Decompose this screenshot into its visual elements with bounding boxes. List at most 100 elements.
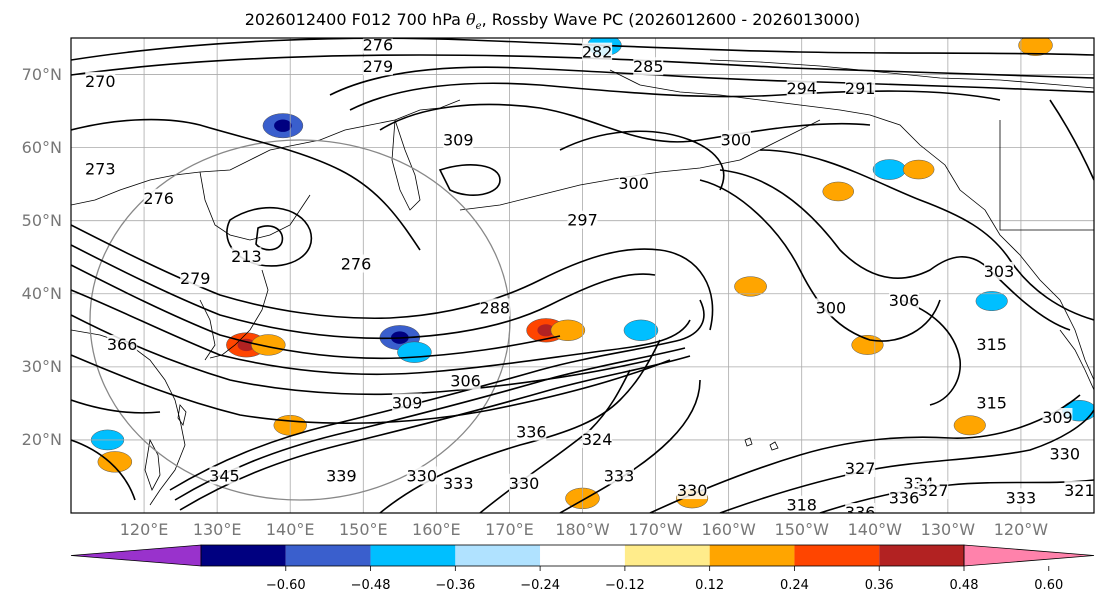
colorbar-tick-label: −0.24 xyxy=(520,578,561,593)
colorbar-min-extend xyxy=(70,544,202,567)
contour-line xyxy=(71,314,651,396)
contour-label: 306 xyxy=(450,371,481,390)
contour-label-bg xyxy=(918,481,949,500)
positive-anomaly xyxy=(953,415,986,436)
contour-label-bg xyxy=(392,393,423,412)
contour-label-bg xyxy=(443,130,474,149)
contour-label-bg xyxy=(326,466,357,485)
map-frame xyxy=(70,37,1095,514)
contour-label: 327 xyxy=(918,481,949,500)
lon-label: 150°W xyxy=(774,520,829,539)
colorbar-bin xyxy=(794,545,880,566)
map-panel: 276 282 279 285 294 291 270 300 309 300 273 276 297 2… xyxy=(70,37,1095,514)
colorbar-tick-label: 0.36 xyxy=(864,578,894,593)
alaska-peninsula xyxy=(739,119,821,161)
contour-label-bg xyxy=(976,393,1007,412)
contour-label: 270 xyxy=(85,72,116,91)
colorbar xyxy=(70,544,1095,571)
positive-anomaly xyxy=(1018,38,1053,56)
contour-line xyxy=(71,399,161,414)
positive-anomaly xyxy=(902,159,935,180)
theta-symbol: θ xyxy=(466,10,476,29)
lon-label: 120°E xyxy=(119,520,169,539)
contour-label: 282 xyxy=(582,43,613,62)
contour-label-bg xyxy=(85,71,116,90)
contour-line xyxy=(71,118,421,251)
contour-label: 279 xyxy=(363,57,394,76)
arctic-coast xyxy=(709,59,1094,89)
contour-label-bg xyxy=(976,334,1007,353)
philippines-outline xyxy=(144,438,161,491)
lon-label: 180°W xyxy=(555,520,610,539)
contour-line xyxy=(819,479,1094,513)
contour-label-bg xyxy=(1049,444,1080,463)
contour-label-bg xyxy=(604,466,635,485)
lat-label: 60°N xyxy=(21,137,62,157)
contour-line xyxy=(329,66,1094,96)
contour-label-bg xyxy=(479,298,510,317)
colorbar-bin xyxy=(455,545,541,566)
contour-label: 336 xyxy=(516,423,547,442)
contour-label: 333 xyxy=(1006,488,1037,507)
contour-line xyxy=(71,354,671,425)
aleutian-chain xyxy=(459,159,741,211)
contour-label-bg xyxy=(231,247,262,266)
colorbar-tick-label: −0.60 xyxy=(265,578,306,593)
baja-coast xyxy=(1059,329,1094,391)
contour-label: 345 xyxy=(209,466,240,485)
contour-line xyxy=(71,264,561,360)
contour-line xyxy=(71,244,656,340)
contour-line xyxy=(71,38,1094,61)
contour-label-bg xyxy=(786,79,817,98)
contour-label: 276 xyxy=(143,189,174,208)
contour-label: 333 xyxy=(604,466,635,485)
contour-label-bg xyxy=(845,79,876,98)
contour-label: 321 xyxy=(1064,481,1095,500)
contour-label: 333 xyxy=(443,474,474,493)
contour-label: 279 xyxy=(180,269,211,288)
contour-label: 285 xyxy=(633,57,664,76)
positive-anomaly xyxy=(97,451,133,473)
colorbar-tick-label: 0.24 xyxy=(779,578,809,593)
lon-label: 140°E xyxy=(265,520,315,539)
contour-label: 339 xyxy=(326,466,357,485)
contour-label: 315 xyxy=(976,335,1007,354)
positive-anomaly xyxy=(251,334,286,356)
lat-label: 50°N xyxy=(21,210,62,230)
contour-label-bg xyxy=(677,481,708,500)
jet-contour xyxy=(179,355,691,511)
lon-label: 160°E xyxy=(412,520,461,539)
contour-label: 324 xyxy=(582,430,613,449)
contour-line xyxy=(719,169,1071,331)
kamchatka-coastline xyxy=(391,119,421,211)
anomaly-core xyxy=(537,324,555,337)
contour-label: 291 xyxy=(845,79,876,98)
taiwan-outline xyxy=(177,404,187,426)
contour-label-bg xyxy=(516,422,547,441)
contour-label-bg xyxy=(107,334,138,353)
map-title: 2026012400 F012 700 hPa θe, Rossby Wave … xyxy=(0,10,1105,32)
colorbar-tick-label: −0.48 xyxy=(350,578,391,593)
contour-line xyxy=(649,394,1081,513)
contour-label-bg xyxy=(1042,408,1073,426)
contour-line xyxy=(719,409,1094,513)
lon-label: 160°W xyxy=(701,520,756,539)
positive-anomaly xyxy=(734,276,767,297)
contour-label: 336 xyxy=(889,488,920,507)
contour-label: 300 xyxy=(816,298,847,317)
contour-label: 330 xyxy=(509,474,540,493)
contour-line xyxy=(899,299,961,406)
contour-label-bg xyxy=(85,159,116,178)
title-suffix: , Rossby Wave PC (2026012600 - 202601300… xyxy=(481,10,861,29)
colorbar-bin xyxy=(624,545,710,566)
lon-label: 130°E xyxy=(192,520,242,539)
contour-label: 306 xyxy=(889,291,920,310)
contour-label-bg xyxy=(984,261,1015,280)
jet-contour xyxy=(174,347,686,501)
anomaly-core xyxy=(237,338,256,352)
canada-border xyxy=(999,120,1094,231)
lat-label: 20°N xyxy=(21,429,62,449)
colorbar-tick-label: −0.36 xyxy=(435,578,476,593)
asia-coastline xyxy=(71,99,461,206)
negative-anomaly xyxy=(975,291,1008,312)
